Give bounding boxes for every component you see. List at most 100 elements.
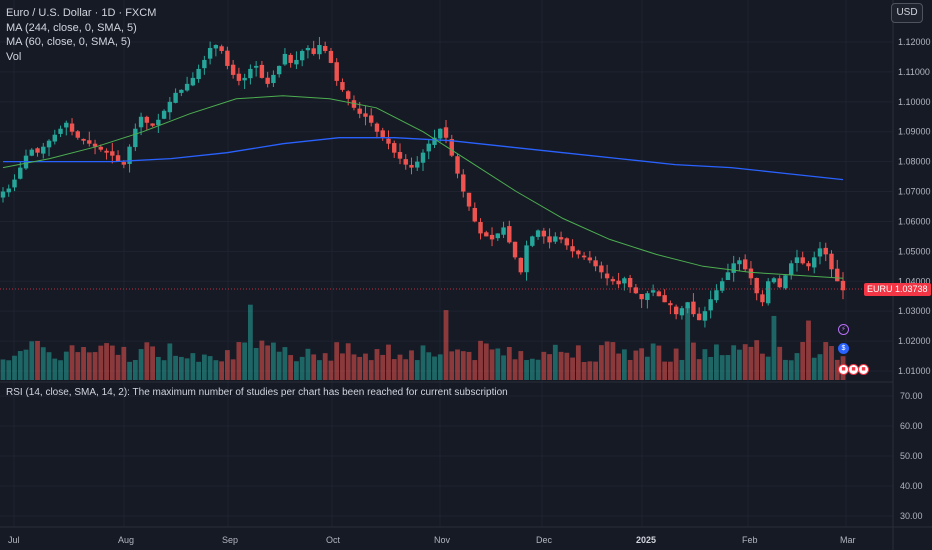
candle-body (656, 291, 662, 297)
candle-body (369, 115, 374, 123)
rsi-axis: 70.00 60.00 50.00 40.00 30.00 (900, 391, 923, 521)
ma-244-legend[interactable]: MA (244, close, 0, SMA, 5) (6, 21, 137, 34)
price-tick-label: 1.12000 (898, 37, 931, 47)
volume-bar (685, 306, 691, 380)
candle-body (466, 192, 472, 207)
lightning-icon[interactable]: ⚡ (838, 324, 849, 335)
rsi-tick-label: 50.00 (900, 451, 923, 461)
candle-body (346, 91, 351, 99)
rsi-tick-label: 30.00 (900, 511, 923, 521)
volume-bar (788, 360, 794, 380)
volume-bar (598, 345, 604, 380)
ma-60-legend[interactable]: MA (60, close, 0, SMA, 5) (6, 36, 131, 48)
time-tick-label: Nov (434, 535, 451, 545)
volume-bar (426, 352, 432, 380)
candle-body (800, 257, 805, 264)
candle-body (18, 167, 23, 179)
volume-bar (115, 354, 121, 380)
candle-body (144, 116, 150, 123)
candle-body (535, 230, 541, 237)
candle-body (92, 143, 98, 147)
candle-body (599, 265, 604, 273)
volume-bar (616, 353, 622, 380)
volume-bar (23, 349, 29, 380)
candle-body (731, 263, 736, 273)
volume-bar (40, 347, 46, 380)
candle-body (328, 50, 334, 63)
candle-body (512, 241, 518, 258)
candle-body (380, 130, 385, 138)
volume-bar (294, 361, 299, 380)
volume-bars (0, 304, 846, 380)
candle-body (271, 74, 276, 84)
volume-bar (541, 351, 547, 380)
candle-body (438, 128, 443, 139)
candle-body (530, 236, 535, 246)
volume-bar (696, 359, 702, 380)
volume-bar (817, 354, 823, 380)
candle-body (236, 73, 242, 81)
price-tick-label: 1.04000 (898, 276, 931, 286)
ma-60-line (2, 95, 844, 279)
time-tick-label: Feb (742, 535, 758, 545)
volume-bar (495, 348, 501, 380)
candle-body (299, 50, 305, 61)
volume-bar (644, 356, 650, 380)
volume-bar (800, 341, 806, 380)
volume-bar (414, 360, 420, 380)
flag-icon[interactable]: ■ (858, 364, 869, 375)
dividend-icon[interactable]: $ (838, 343, 849, 354)
volume-bar (639, 348, 645, 380)
currency-button[interactable]: USD (891, 3, 923, 23)
candle-body (835, 268, 840, 282)
candle-body (110, 151, 115, 156)
volume-bar (328, 360, 334, 380)
volume-bar (282, 347, 288, 380)
volume-bar (547, 354, 552, 380)
volume-legend[interactable]: Vol (6, 50, 22, 63)
volume-bar (650, 343, 656, 380)
candle-body (507, 226, 512, 243)
candle-body (564, 238, 570, 246)
candle-body (317, 44, 322, 55)
volume-bar (236, 342, 242, 380)
volume-bar (656, 345, 662, 380)
volume-bar (708, 356, 714, 380)
candle-body (288, 54, 293, 63)
volume-bar (575, 345, 581, 380)
volume-bar (207, 356, 213, 380)
candle-body (156, 119, 161, 126)
volume-bar (455, 349, 460, 380)
volume-bar (161, 360, 167, 380)
volume-bar (219, 361, 225, 380)
candle-body (87, 140, 92, 144)
candle-body (737, 260, 742, 265)
volume-bar (834, 359, 840, 380)
volume-bar (104, 343, 109, 380)
price-tick-label: 1.03000 (898, 306, 931, 316)
volume-bar (276, 351, 282, 380)
candle-body (35, 148, 40, 153)
candle-body (696, 313, 702, 321)
candle-body (823, 247, 828, 255)
candle-body (230, 64, 236, 75)
symbol-title[interactable]: Euro / U.S. Dollar · 1D · FXCM (6, 7, 157, 19)
candle-body (219, 46, 224, 51)
volume-bar (69, 345, 75, 380)
volume-bar (224, 350, 230, 380)
candle-body (501, 227, 506, 235)
volume-bar (564, 352, 570, 380)
candle-body (46, 140, 52, 148)
volume-bar (92, 352, 98, 380)
candle-body (840, 280, 846, 291)
volume-bar (29, 341, 35, 380)
candle-body (259, 64, 265, 78)
rsi-tick-label: 60.00 (900, 421, 923, 431)
candle-body (41, 146, 46, 154)
candle-body (276, 65, 282, 75)
candle-body (294, 59, 299, 65)
rsi-tick-label: 40.00 (900, 481, 923, 491)
volume-bar (771, 315, 777, 380)
candle-body (179, 89, 184, 93)
